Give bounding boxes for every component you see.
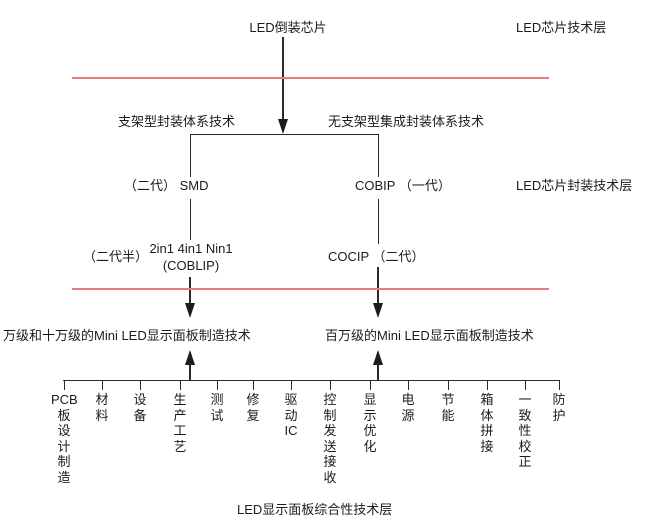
tick-cabinet: [487, 380, 488, 390]
comprehensive-bus-line: [63, 380, 560, 381]
branch-label-pcb: PCB 板 设 计 制 造: [51, 392, 78, 485]
packaging-layer-label: LED芯片封装技术层: [516, 178, 633, 193]
branch-label-material: 材 料: [95, 392, 109, 423]
tick-pcb: [64, 380, 65, 390]
branch-label-repair: 修 复: [246, 392, 260, 423]
tick-control: [330, 380, 331, 390]
gen2half-label: （二代半）: [83, 249, 149, 264]
branch-label-driver-ic: 驱 动 IC: [284, 392, 298, 438]
left-down-arrow-head-icon: [185, 303, 195, 318]
branch-right-label: 无支架型集成封装体系技术: [328, 114, 485, 129]
tick-repair: [253, 380, 254, 390]
left-up-arrow-shaft: [189, 363, 191, 381]
bracket-horizontal-line: [190, 134, 379, 135]
right-connector-segment: [378, 199, 379, 244]
right-up-arrow-head-icon: [373, 350, 383, 365]
tick-test: [217, 380, 218, 390]
right-down-arrow-shaft: [377, 267, 379, 305]
tick-driver-ic: [291, 380, 292, 390]
panel-right-label: 百万级的Mini LED显示面板制造技术: [325, 328, 534, 343]
branch-label-process: 生 产 工 艺: [173, 392, 187, 454]
layer-divider-top: [72, 77, 549, 79]
tick-power: [408, 380, 409, 390]
root-node-label: LED倒装芯片: [249, 20, 327, 35]
left-connector-segment: [190, 199, 191, 240]
tick-protection: [559, 380, 560, 390]
comprehensive-layer-label: LED显示面板综合性技术层: [237, 502, 393, 517]
left-up-arrow-head-icon: [185, 350, 195, 365]
branch-label-cabinet: 箱 体 拼 接: [480, 392, 494, 454]
branch-left-label: 支架型封装体系技术: [118, 114, 236, 129]
tick-display-opt: [370, 380, 371, 390]
tick-energy: [448, 380, 449, 390]
branch-label-protection: 防 护: [552, 392, 566, 423]
root-arrow-head-icon: [278, 119, 288, 134]
coblip-label: 2in1 4in1 Nin1 (COBLIP): [149, 241, 233, 273]
right-down-arrow-head-icon: [373, 303, 383, 318]
branch-label-calibration: 一 致 性 校 正: [518, 392, 532, 469]
tick-equipment: [140, 380, 141, 390]
layer-divider-bottom: [72, 288, 549, 290]
tick-process: [180, 380, 181, 390]
branch-label-test: 测 试: [210, 392, 224, 423]
tick-material: [102, 380, 103, 390]
branch-label-power: 电 源: [401, 392, 415, 423]
bracket-right-riser: [378, 134, 379, 177]
cobip-gen1-label: COBIP （一代）: [355, 178, 451, 193]
cocip-gen2-label: COCIP （二代）: [328, 249, 425, 264]
chip-layer-label: LED芯片技术层: [516, 20, 607, 35]
bracket-left-riser: [190, 134, 191, 177]
branch-label-display-opt: 显 示 优 化: [363, 392, 377, 454]
branch-label-energy: 节 能: [441, 392, 455, 423]
branch-label-control: 控 制 发 送 接 收: [323, 392, 337, 485]
branch-label-equipment: 设 备: [133, 392, 147, 423]
gen2-smd-label: （二代） SMD: [124, 178, 209, 193]
panel-left-label: 万级和十万级的Mini LED显示面板制造技术: [3, 328, 251, 343]
tick-calibration: [525, 380, 526, 390]
left-down-arrow-shaft: [189, 277, 191, 305]
right-up-arrow-shaft: [377, 363, 379, 381]
root-arrow-shaft: [282, 37, 284, 121]
